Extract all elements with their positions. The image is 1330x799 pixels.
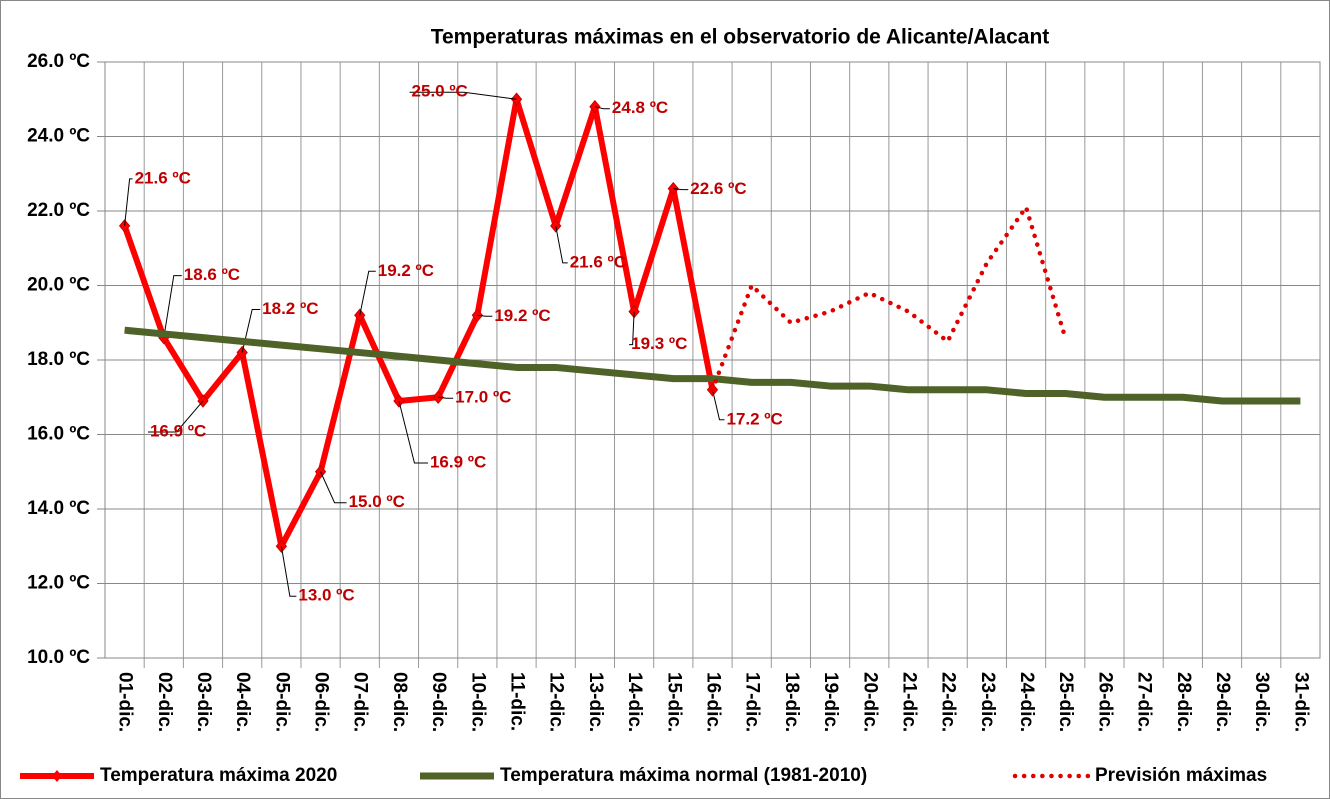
series-line: [121, 96, 716, 550]
leader-line: [477, 314, 493, 317]
marker: [354, 308, 366, 323]
data-label: 21.6 ºC: [135, 168, 191, 187]
data-label: 24.8 ºC: [612, 98, 668, 117]
x-tick-label: 27-dic.: [1134, 672, 1155, 732]
data-label: 19.2 ºC: [378, 261, 434, 280]
x-tick-label: 30-dic.: [1251, 672, 1272, 732]
x-tick-label: 16-dic.: [702, 672, 723, 732]
leader-line: [398, 400, 428, 464]
x-tick-label: 24-dic.: [1016, 672, 1037, 732]
leader-line: [147, 400, 204, 433]
x-tick-label: 19-dic.: [820, 672, 841, 732]
leader-line: [712, 389, 725, 421]
series-line: [124, 326, 1301, 405]
x-tick-label: 12-dic.: [546, 672, 567, 732]
x-tick-label: 14-dic.: [624, 672, 645, 732]
leader-line: [320, 471, 347, 504]
data-label: 19.2 ºC: [494, 306, 550, 325]
x-tick-label: 15-dic.: [663, 672, 684, 732]
x-tick-label: 03-dic.: [193, 672, 214, 732]
leader-line: [438, 396, 454, 399]
x-tick-label: 06-dic.: [311, 672, 332, 732]
data-label: 17.2 ºC: [727, 409, 783, 428]
y-tick-label: 22.0 ºC: [27, 200, 90, 221]
y-tick-label: 16.0 ºC: [27, 424, 90, 445]
x-tick-label: 07-dic.: [350, 672, 371, 732]
data-label: 18.6 ºC: [184, 265, 240, 284]
y-tick-label: 18.0 ºC: [27, 349, 90, 370]
x-tick-label: 08-dic.: [389, 672, 410, 732]
x-tick-label: 25-dic.: [1055, 672, 1076, 732]
marker: [589, 99, 601, 114]
legend-label: Temperatura máxima normal (1981-2010): [500, 765, 867, 786]
data-label: 18.2 ºC: [262, 299, 318, 318]
y-tick-label: 14.0 ºC: [27, 498, 90, 519]
x-tick-label: 17-dic.: [742, 672, 763, 732]
leader-line: [359, 270, 376, 316]
y-tick-label: 24.0 ºC: [27, 126, 90, 147]
leader-line: [124, 178, 133, 226]
data-label: 21.6 ºC: [570, 252, 626, 271]
x-tick-label: 31-dic.: [1290, 672, 1311, 732]
x-tick-label: 10-dic.: [467, 672, 488, 732]
x-tick-label: 11-dic.: [507, 672, 528, 731]
data-label: 19.3 ºC: [631, 334, 687, 353]
y-tick-label: 26.0 ºC: [27, 51, 90, 72]
x-tick-label: 05-dic.: [271, 672, 292, 732]
y-tick-label: 20.0 ºC: [27, 275, 90, 296]
leader-line: [409, 91, 517, 100]
y-tick-label: 12.0 ºC: [27, 573, 90, 594]
x-tick-label: 23-dic.: [977, 672, 998, 732]
leader-line: [673, 188, 689, 191]
y-tick-label: 10.0 ºC: [27, 647, 90, 668]
legend-label: Temperatura máxima 2020: [100, 765, 337, 786]
leader-line: [163, 275, 182, 338]
x-tick-label: 22-dic.: [938, 672, 959, 732]
x-tick-label: 28-dic.: [1173, 672, 1194, 732]
chart-title: Temperaturas máximas en el observatorio …: [431, 26, 1050, 49]
legend-marker: [52, 770, 62, 782]
x-tick-label: 21-dic.: [898, 672, 919, 732]
x-tick-label: 26-dic.: [1094, 672, 1115, 732]
leader-line: [280, 546, 297, 597]
data-label: 16.9 ºC: [430, 452, 486, 471]
x-tick-label: 20-dic.: [859, 672, 880, 732]
data-label: 17.0 ºC: [455, 388, 511, 407]
x-tick-label: 09-dic.: [428, 672, 449, 732]
x-tick-label: 02-dic.: [154, 672, 175, 732]
x-tick-label: 01-dic.: [115, 672, 136, 732]
marker: [667, 181, 679, 196]
leader-line: [555, 225, 568, 264]
legend-label: Previsión máximas: [1095, 765, 1267, 786]
x-tick-label: 29-dic.: [1212, 672, 1233, 732]
x-tick-label: 04-dic.: [232, 672, 253, 732]
data-label: 25.0 ºC: [412, 82, 468, 101]
data-label: 22.6 ºC: [690, 179, 746, 198]
x-tick-label: 18-dic.: [781, 672, 802, 732]
data-label: 13.0 ºC: [298, 586, 354, 605]
series-line: [710, 205, 1068, 393]
marker: [236, 345, 248, 360]
x-tick-label: 13-dic.: [585, 672, 606, 732]
data-label: 16.9 ºC: [150, 421, 206, 440]
data-label: 15.0 ºC: [349, 492, 405, 511]
marker: [432, 390, 444, 405]
leader-line: [594, 106, 610, 110]
leader-line: [629, 311, 635, 346]
